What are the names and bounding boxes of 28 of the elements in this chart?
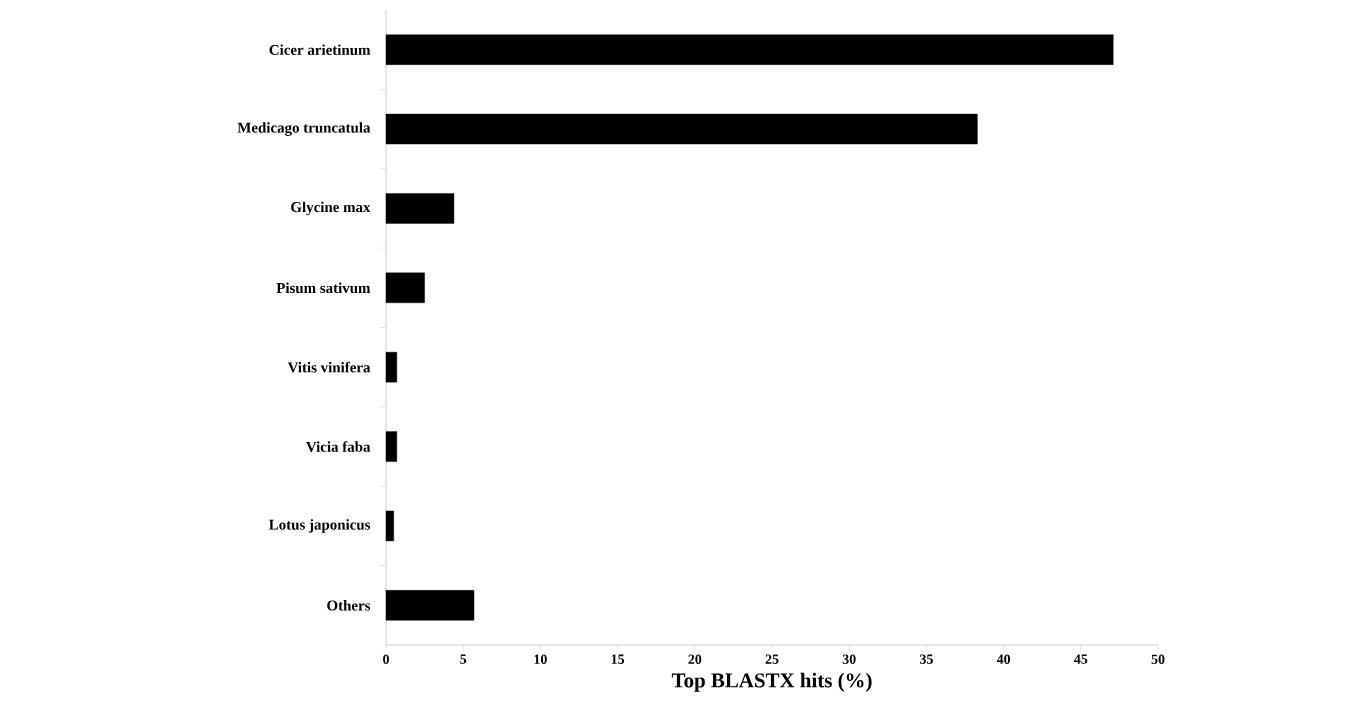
x-axis-title: Top BLASTX hits (%)	[671, 672, 872, 692]
x-tick-label: 20	[688, 654, 702, 664]
x-tick-label: 35	[919, 654, 933, 664]
x-tick-label: 10	[534, 654, 547, 664]
x-tick-label: 5	[460, 654, 467, 664]
y-tick-label: Lotus japonicus	[269, 519, 371, 533]
bar	[385, 193, 455, 224]
x-tick-label: 25	[765, 654, 779, 664]
x-tick-label: 0	[383, 654, 389, 664]
x-tick-label: 15	[611, 654, 625, 664]
bar	[385, 113, 978, 145]
y-tick-label: Medicago truncatula	[237, 122, 371, 136]
bar	[385, 351, 398, 383]
bar	[385, 590, 475, 621]
bar	[385, 34, 1114, 65]
y-tick-label: Vicia faba	[306, 441, 371, 452]
y-tick-label: Others	[327, 600, 371, 611]
bar	[385, 510, 394, 542]
y-tick-label: Pisum sativum	[276, 282, 371, 294]
x-tick-label: 30	[842, 654, 856, 664]
bar	[385, 431, 398, 462]
x-tick-label: 50	[1151, 654, 1165, 664]
bar	[385, 272, 425, 304]
y-tick-label: Cicer arietinum	[269, 44, 371, 55]
y-tick-label: Glycine max	[291, 201, 371, 216]
x-tick-label: 40	[996, 654, 1011, 664]
y-tick-label: Vitis vinifera	[287, 361, 371, 373]
x-tick-label: 45	[1074, 654, 1088, 664]
